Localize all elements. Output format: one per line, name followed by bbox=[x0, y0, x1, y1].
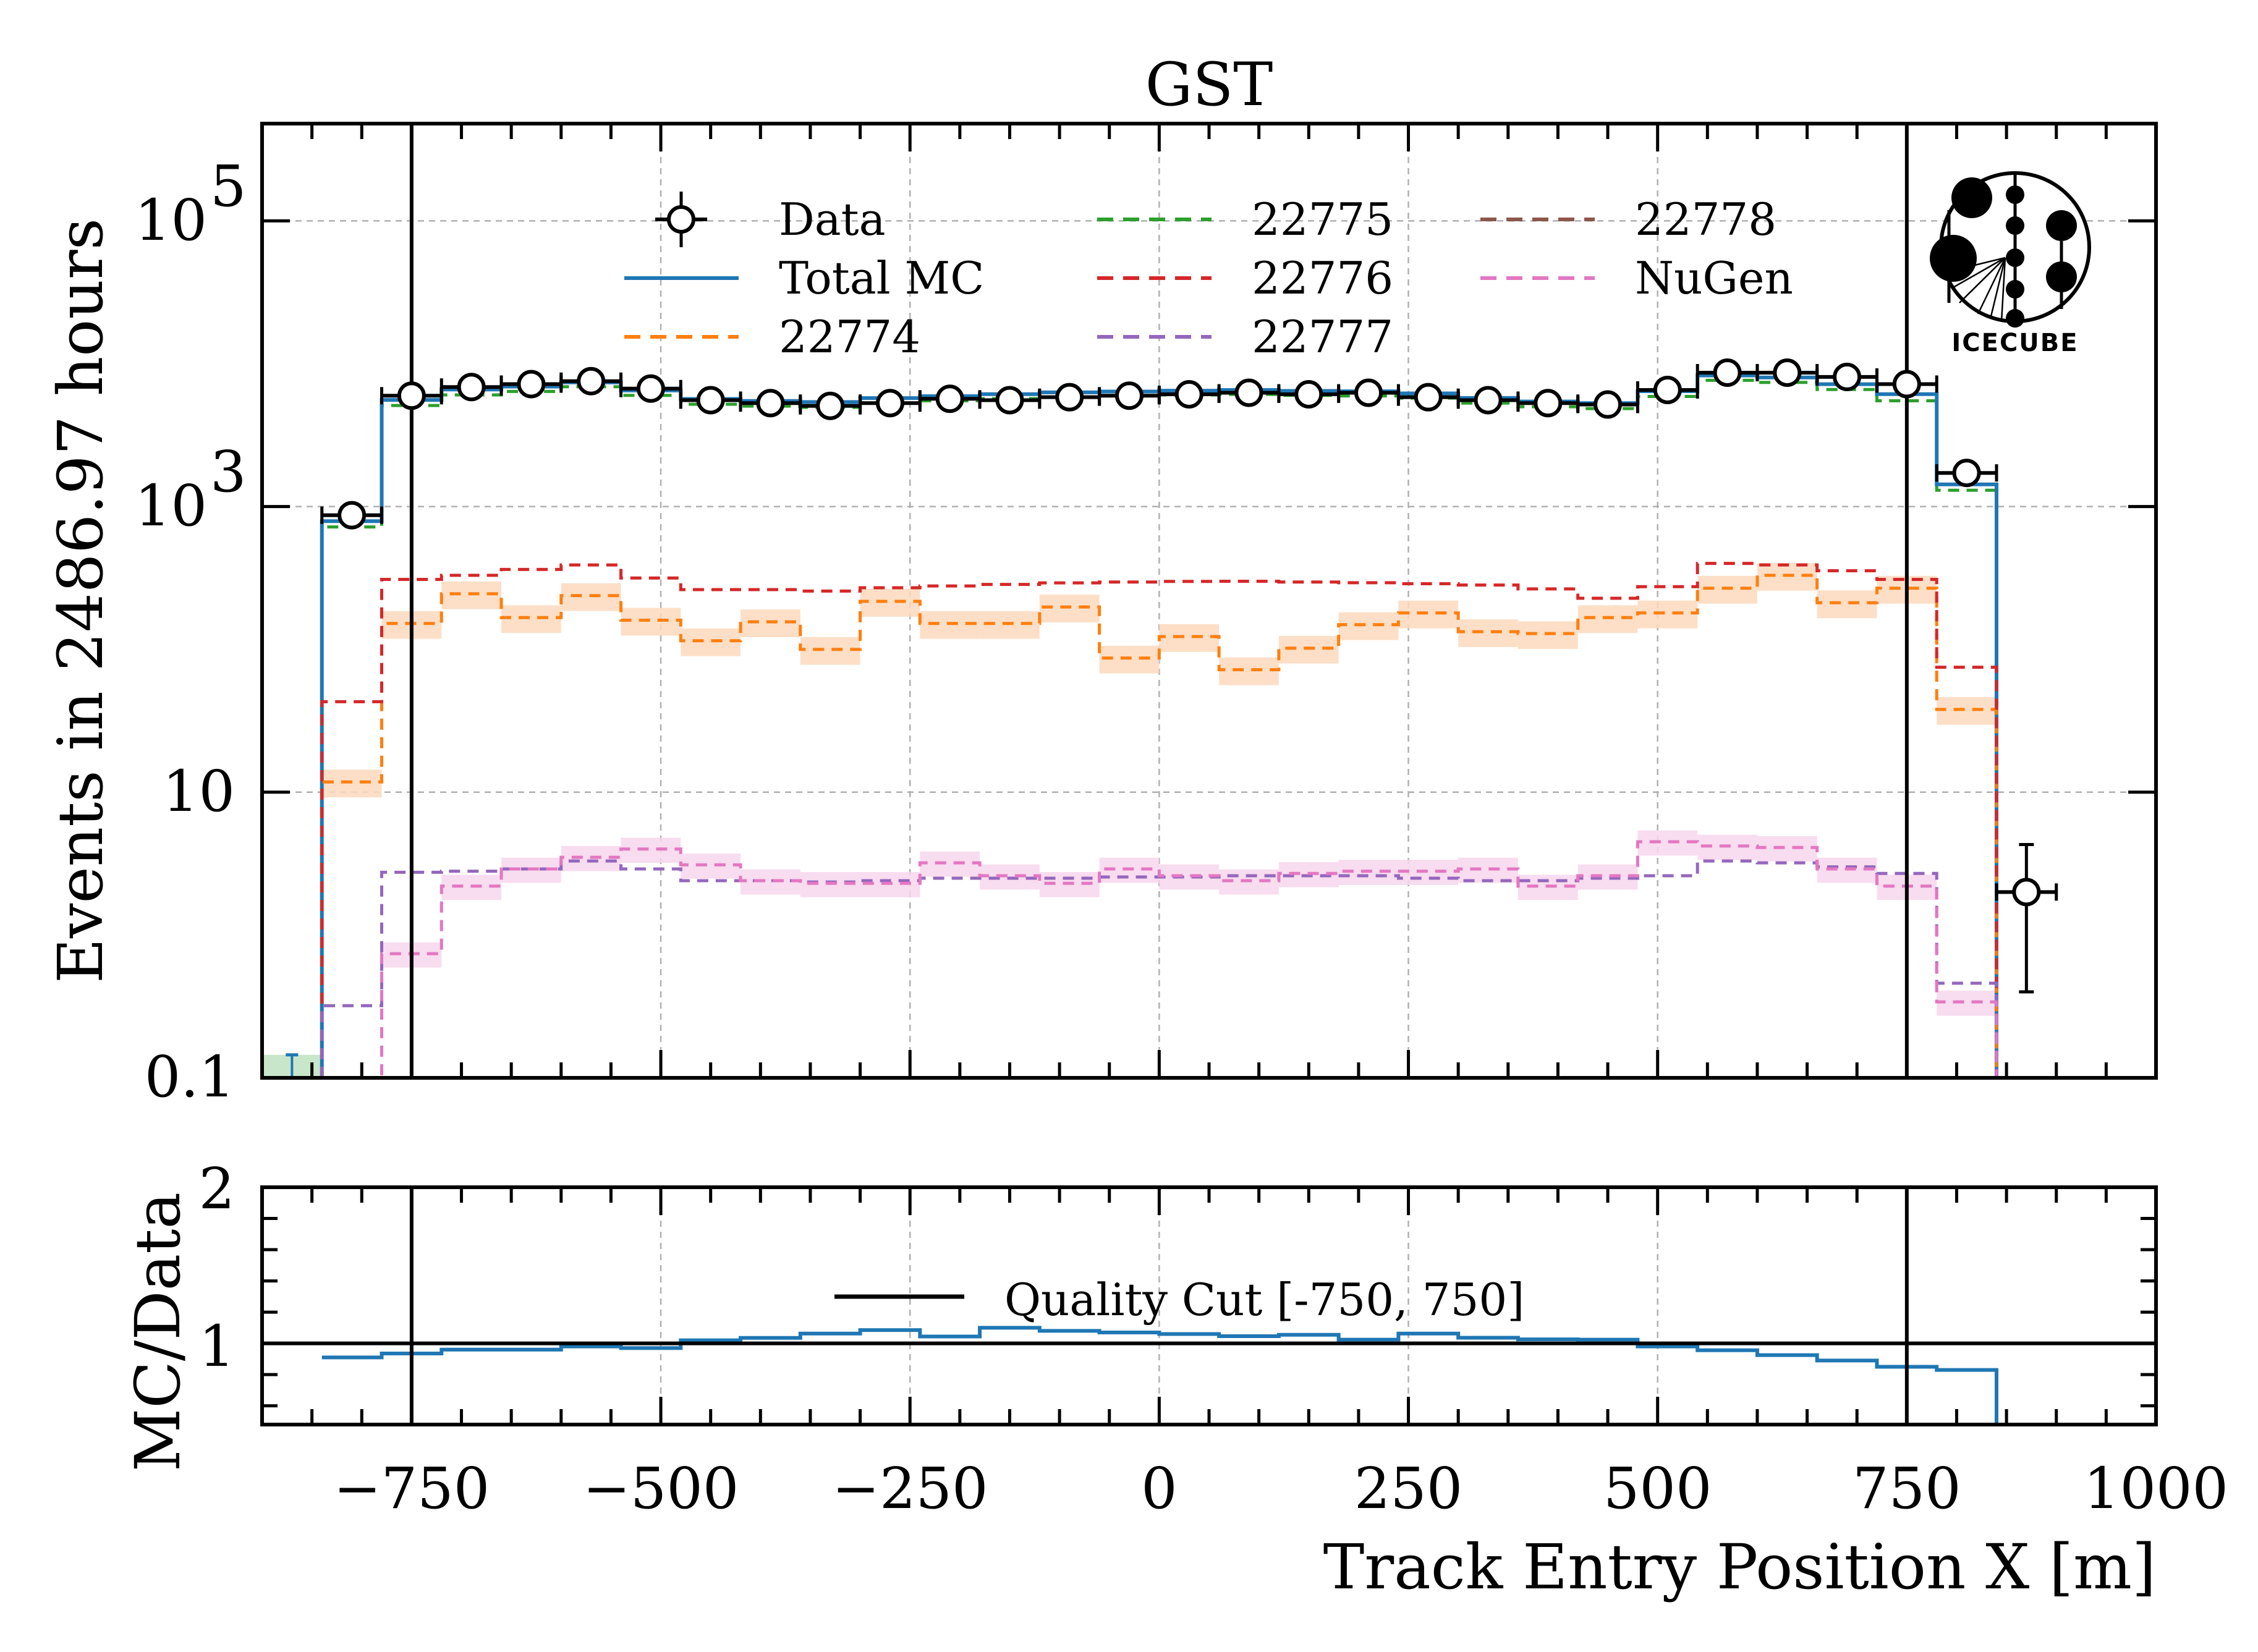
data-point bbox=[875, 389, 904, 418]
data-point bbox=[1294, 379, 1323, 409]
data-point bbox=[995, 386, 1024, 415]
icecube-logo: IceCube bbox=[1930, 171, 2091, 357]
legend-label: 22778 bbox=[1635, 193, 1776, 245]
ratio-reference-lines bbox=[262, 1187, 2156, 1425]
legend-label: 22776 bbox=[1252, 252, 1393, 304]
data-point bbox=[696, 386, 725, 415]
band-nugen bbox=[322, 1109, 382, 1135]
xtick-label: 750 bbox=[1853, 1455, 1961, 1522]
ytick-label-exponent: 3 bbox=[210, 439, 247, 505]
ytick-label-exponent: 5 bbox=[210, 153, 247, 219]
ratio-series bbox=[321, 1326, 1998, 1425]
data-point bbox=[1174, 379, 1203, 409]
ytick-label: 10 bbox=[163, 758, 235, 824]
logo-modules bbox=[1930, 177, 2077, 328]
y-axis-label-ratio: MC/Data bbox=[122, 1192, 194, 1472]
data-point bbox=[1414, 383, 1443, 412]
data-point bbox=[577, 366, 606, 396]
band-22774 bbox=[1937, 697, 1997, 725]
data-point bbox=[935, 384, 964, 413]
xtick-labels: −750 −500 −250 0 250 500 750 1000 bbox=[334, 1455, 2229, 1522]
band-22774 bbox=[501, 605, 561, 633]
series-nugen bbox=[320, 840, 1998, 1078]
data-point bbox=[2012, 878, 2041, 907]
band-22774 bbox=[1338, 612, 1399, 640]
ratio-ytick-label: 2 bbox=[198, 1156, 235, 1222]
data-point bbox=[337, 501, 367, 530]
data-point bbox=[397, 381, 426, 410]
legend-label: Total MC bbox=[779, 252, 984, 304]
ratio-grid bbox=[660, 1187, 1658, 1425]
legend-swatch-data-marker bbox=[667, 205, 695, 234]
series-22774 bbox=[320, 574, 1998, 1078]
data-point bbox=[1534, 389, 1563, 418]
data-point bbox=[636, 374, 665, 403]
logo-text: IceCube bbox=[1951, 329, 2078, 357]
xtick-label: −250 bbox=[832, 1455, 988, 1522]
ratio-ytick-label: 1 bbox=[198, 1313, 235, 1379]
data-point bbox=[1773, 358, 1802, 387]
data-point bbox=[1055, 383, 1084, 412]
data-point bbox=[1354, 378, 1383, 407]
ratio-step-line bbox=[321, 1326, 1998, 1425]
band-22774 bbox=[1219, 657, 1279, 685]
chart-title: GST bbox=[1145, 50, 1273, 119]
data-point bbox=[1952, 459, 1981, 488]
xtick-label: 500 bbox=[1603, 1455, 1712, 1522]
band-nugen bbox=[681, 854, 741, 879]
data-point bbox=[517, 370, 546, 399]
ytick-label: 0.1 bbox=[145, 1044, 235, 1110]
xtick-label: 250 bbox=[1354, 1455, 1463, 1522]
legend: Data Total MC 22774 22775 22776 22777 22778 NuG… bbox=[624, 192, 1793, 363]
data-point bbox=[1833, 362, 1862, 391]
data-point bbox=[1474, 386, 1503, 415]
band-22774 bbox=[1159, 624, 1220, 652]
data-point bbox=[1653, 375, 1682, 404]
band-nugen bbox=[920, 851, 980, 877]
xtick-label: −500 bbox=[583, 1455, 739, 1522]
band-nugen bbox=[621, 837, 681, 863]
x-axis-label: Track Entry Position X [m] bbox=[1323, 1531, 2156, 1603]
ratio-ytick-labels: 1 2 bbox=[198, 1156, 235, 1379]
xtick-label: 1000 bbox=[2084, 1455, 2228, 1522]
ratio-axes-frame bbox=[260, 1185, 2158, 1426]
band-22774 bbox=[1637, 600, 1698, 629]
data-point bbox=[1114, 381, 1144, 410]
legend-label: 22774 bbox=[779, 311, 920, 363]
data-point bbox=[1713, 358, 1742, 387]
logo-light-rays bbox=[1946, 256, 2006, 322]
band-22774 bbox=[860, 589, 920, 617]
main-ytick-labels: 0.1 10 10 3 10 5 bbox=[135, 153, 247, 1110]
xtick-label: −750 bbox=[334, 1455, 490, 1522]
ratio-legend-label: Quality Cut [-750, 750] bbox=[1004, 1274, 1524, 1326]
main-axes-frame bbox=[260, 122, 2158, 1080]
data-point bbox=[756, 389, 785, 418]
data-point bbox=[816, 391, 845, 420]
band-nugen bbox=[1937, 990, 1997, 1016]
ratio-ticks bbox=[262, 1185, 2158, 1425]
xtick-label: 0 bbox=[1141, 1455, 1178, 1522]
data-point bbox=[457, 373, 486, 402]
ytick-label: 10 bbox=[135, 187, 207, 253]
band-22774 bbox=[1458, 619, 1518, 648]
legend-label: 22775 bbox=[1252, 193, 1393, 245]
legend-label: NuGen bbox=[1635, 252, 1793, 304]
legend-label: 22777 bbox=[1252, 311, 1393, 363]
ytick-label: 10 bbox=[135, 473, 207, 539]
data-point bbox=[1892, 370, 1921, 399]
y-axis-label-main: Events in 2486.97 hours bbox=[45, 218, 117, 983]
legend-label: Data bbox=[779, 193, 886, 245]
data-points bbox=[320, 358, 2058, 994]
band-nugen bbox=[1757, 836, 1817, 862]
main-uncertainty-bands bbox=[262, 562, 1997, 1135]
data-point bbox=[1234, 378, 1263, 407]
band-nugen bbox=[1577, 864, 1638, 890]
data-point bbox=[1594, 390, 1623, 419]
ratio-legend: Quality Cut [-750, 750] bbox=[834, 1274, 1524, 1326]
quality-cut-lines-main bbox=[409, 124, 1909, 1078]
